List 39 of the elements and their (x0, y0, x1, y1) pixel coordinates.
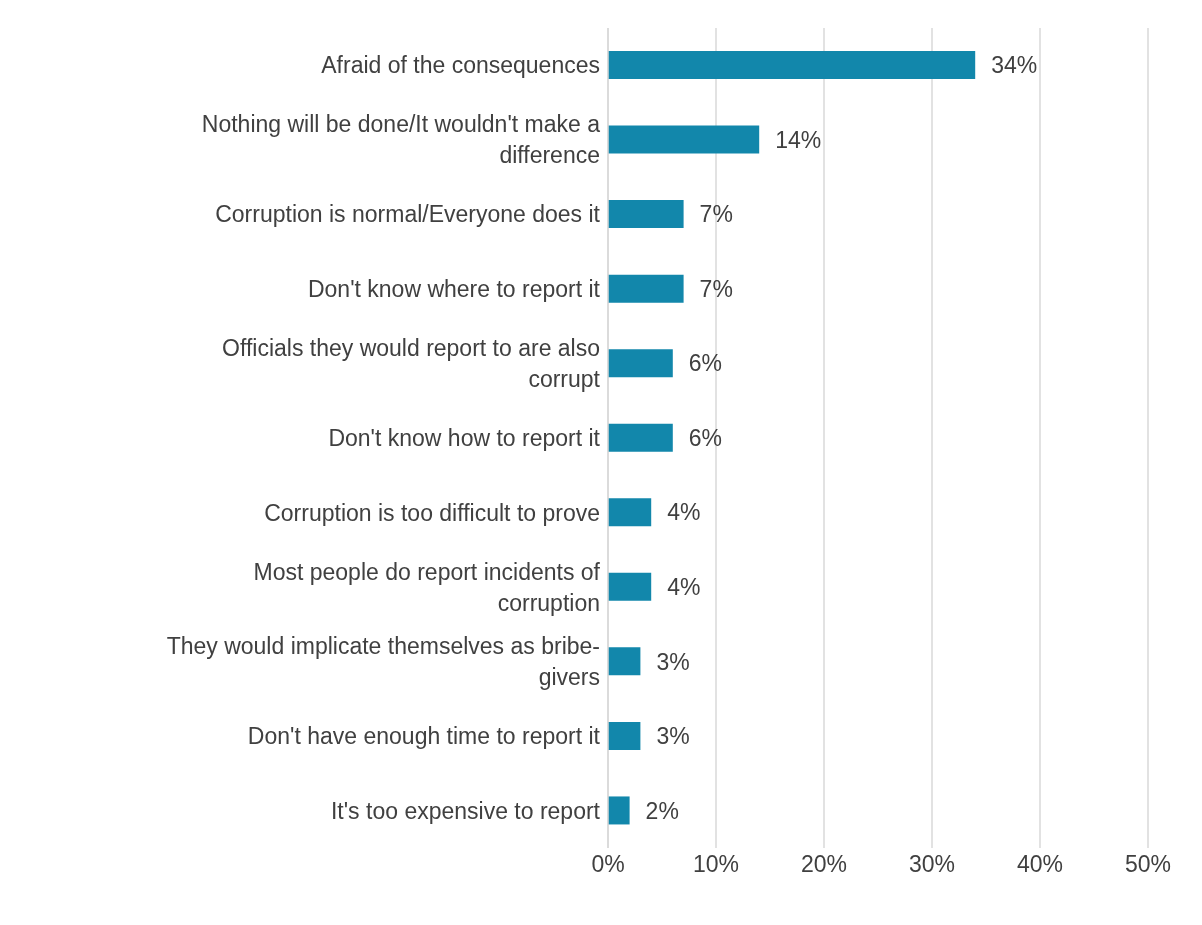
data-label: 7% (699, 201, 733, 228)
bar (608, 125, 760, 154)
y-tick-label: It's too expensive to report (330, 797, 601, 824)
data-label: 2% (645, 797, 679, 824)
y-tick-label: Officials they would report to are also corrupt (222, 334, 601, 392)
y-tick-label: Corruption is too difficult to prove (264, 499, 600, 526)
y-tick-label: Corruption is normal/Everyone does it (215, 201, 601, 228)
data-label: 3% (656, 723, 690, 750)
bar (608, 200, 684, 229)
x-tick-label: 40% (1016, 851, 1064, 878)
data-label: 6% (688, 350, 723, 377)
y-tick-label: Most people do report incidents of corruption (253, 558, 601, 616)
y-tick-label: They would implicate themselves as bribe-givers (166, 633, 600, 691)
y-tick-label: Nothing will be done/It wouldn't make a difference (201, 111, 601, 169)
y-tick-label: Afraid of the consequences (321, 52, 600, 79)
bar (608, 51, 976, 79)
data-label: 4% (667, 573, 701, 600)
y-tick-label: Don't know how to report it (328, 425, 601, 451)
y-tick-label: Don't have enough time to report it (247, 723, 601, 750)
bar (608, 498, 652, 527)
bar (608, 796, 630, 825)
data-label: 3% (656, 648, 690, 675)
bar (608, 423, 673, 452)
bar (608, 349, 673, 378)
bar (608, 274, 684, 303)
x-tick-label: 30% (908, 851, 956, 878)
data-label: 14% (775, 126, 822, 153)
data-label: 34% (991, 52, 1038, 79)
bar (608, 721, 641, 750)
data-label: 7% (699, 275, 733, 302)
x-tick-label: 0% (591, 851, 625, 878)
data-label: 4% (667, 499, 701, 526)
x-tick-label: 10% (692, 851, 740, 878)
x-tick-label: 50% (1124, 851, 1172, 878)
bar (608, 647, 641, 676)
y-tick-label: Don't know where to report it (307, 275, 601, 302)
x-tick-label: 20% (800, 851, 848, 878)
data-label: 6% (688, 424, 723, 451)
bar (608, 572, 652, 601)
